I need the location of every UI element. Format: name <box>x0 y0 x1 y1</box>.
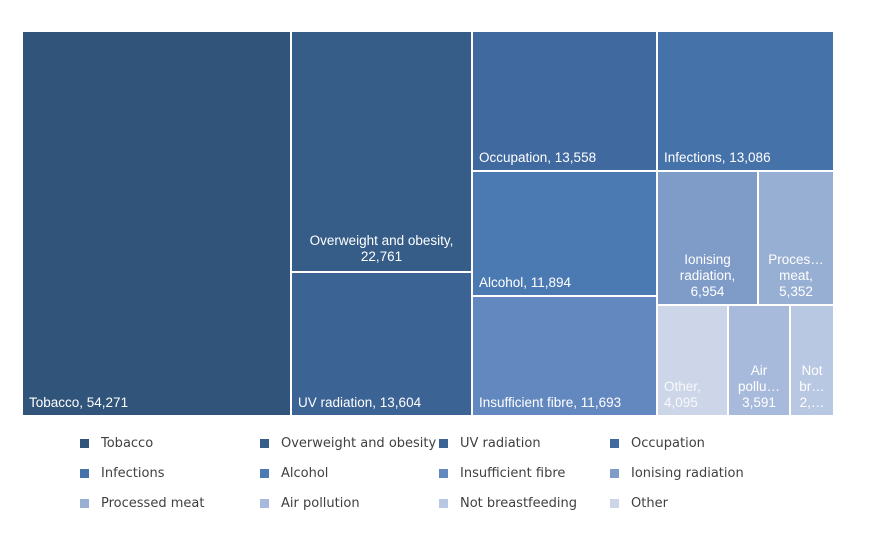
legend-item: Occupation <box>610 436 705 451</box>
treemap-tile-label: Other, 4,095 <box>664 379 701 410</box>
legend-swatch <box>439 439 448 448</box>
legend-swatch <box>439 469 448 478</box>
legend-swatch <box>610 469 619 478</box>
legend-item: Overweight and obesity <box>260 436 436 451</box>
legend-item: Alcohol <box>260 466 328 481</box>
treemap-tile-label: Air pollu… 3,591 <box>737 363 781 410</box>
legend-label: Overweight and obesity <box>281 436 437 451</box>
treemap-tile-ionising-radiation: Ionising radiation, 6,954 <box>657 171 758 305</box>
treemap-tile-occupation: Occupation, 13,558 <box>472 31 657 171</box>
treemap-tile-label: Overweight and obesity, 22,761 <box>309 233 454 264</box>
legend-item: Insufficient fibre <box>439 466 565 481</box>
treemap-tile-uv-radiation: UV radiation, 13,604 <box>291 272 472 416</box>
legend-swatch <box>260 499 269 508</box>
treemap-tile-other: Other, 4,095 <box>657 305 728 416</box>
legend-item: Other <box>610 496 668 511</box>
legend-item: Air pollution <box>260 496 360 511</box>
treemap-tile-air-pollution: Air pollu… 3,591 <box>728 305 790 416</box>
treemap-tile-label: Infections, 13,086 <box>664 150 771 165</box>
legend-label: Tobacco <box>101 436 154 451</box>
legend-label: Air pollution <box>281 496 360 511</box>
treemap-tile-insufficient-fibre: Insufficient fibre, 11,693 <box>472 296 657 416</box>
treemap-tile-infections: Infections, 13,086 <box>657 31 834 171</box>
legend-swatch <box>610 439 619 448</box>
legend-item: Tobacco <box>80 436 153 451</box>
legend-label: Alcohol <box>281 466 329 481</box>
treemap-tile-label: Occupation, 13,558 <box>479 150 597 165</box>
legend-swatch <box>80 469 89 478</box>
legend-label: UV radiation <box>460 436 541 451</box>
treemap-tile-label: Proces… meat, 5,352 <box>768 252 824 299</box>
treemap-tile-label: UV radiation, 13,604 <box>298 395 422 410</box>
legend-item: Processed meat <box>80 496 204 511</box>
legend-swatch <box>80 439 89 448</box>
treemap-tile-processed-meat: Proces… meat, 5,352 <box>758 171 834 305</box>
legend-item: Ionising radiation <box>610 466 744 481</box>
legend-swatch <box>260 439 269 448</box>
legend-swatch <box>439 499 448 508</box>
legend-item: Not breastfeeding <box>439 496 577 511</box>
treemap-tile-alcohol: Alcohol, 11,894 <box>472 171 657 296</box>
legend-item: UV radiation <box>439 436 541 451</box>
legend-swatch <box>260 469 269 478</box>
legend-label: Ionising radiation <box>631 466 744 481</box>
treemap-tile-label: Not br… 2,… <box>799 363 825 410</box>
legend-label: Infections <box>101 466 165 481</box>
legend-label: Processed meat <box>101 496 205 511</box>
legend-swatch <box>610 499 619 508</box>
legend-item: Infections <box>80 466 164 481</box>
legend-label: Not breastfeeding <box>460 496 577 511</box>
treemap-tile-tobacco: Tobacco, 54,271 <box>22 31 291 416</box>
treemap-tile-label: Insufficient fibre, 11,693 <box>479 395 622 410</box>
legend-label: Occupation <box>631 436 705 451</box>
treemap-tile-label: Alcohol, 11,894 <box>479 275 572 290</box>
treemap-tile-overweight-and-obesity: Overweight and obesity, 22,761 <box>291 31 472 272</box>
legend-label: Other <box>631 496 668 511</box>
treemap-tile-not-breastfeeding: Not br… 2,… <box>790 305 834 416</box>
legend-label: Insufficient fibre <box>460 466 566 481</box>
treemap-tile-label: Tobacco, 54,271 <box>29 395 129 410</box>
treemap-tile-label: Ionising radiation, 6,954 <box>679 252 736 299</box>
treemap-chart: Tobacco, 54,271 Overweight and obesity, 22… <box>22 31 834 416</box>
legend-swatch <box>80 499 89 508</box>
